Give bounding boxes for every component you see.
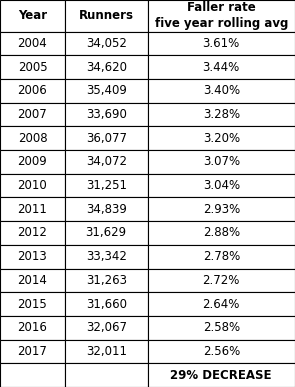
- Text: 31,629: 31,629: [86, 226, 127, 240]
- Bar: [65, 150, 148, 174]
- Bar: [65, 127, 148, 150]
- Text: 3.40%: 3.40%: [203, 84, 240, 97]
- Text: 2007: 2007: [18, 108, 47, 121]
- Text: 34,839: 34,839: [86, 203, 127, 216]
- Text: 2.93%: 2.93%: [203, 203, 240, 216]
- Bar: [148, 103, 295, 127]
- Bar: [65, 79, 148, 103]
- Text: 34,072: 34,072: [86, 156, 127, 168]
- Bar: [0, 103, 65, 127]
- Text: 36,077: 36,077: [86, 132, 127, 145]
- Bar: [0, 292, 65, 316]
- Text: 2.58%: 2.58%: [203, 321, 240, 334]
- Text: 34,620: 34,620: [86, 61, 127, 74]
- Bar: [0, 150, 65, 174]
- Text: 2014: 2014: [17, 274, 47, 287]
- Bar: [0, 363, 65, 387]
- Bar: [0, 340, 65, 363]
- Text: 2004: 2004: [18, 37, 47, 50]
- Bar: [0, 127, 65, 150]
- Bar: [0, 0, 65, 32]
- Bar: [0, 316, 65, 340]
- Bar: [65, 32, 148, 55]
- Text: 2013: 2013: [18, 250, 47, 263]
- Text: 31,263: 31,263: [86, 274, 127, 287]
- Text: 3.04%: 3.04%: [203, 179, 240, 192]
- Text: 2012: 2012: [17, 226, 47, 240]
- Bar: [65, 245, 148, 269]
- Text: 3.61%: 3.61%: [203, 37, 240, 50]
- Bar: [65, 292, 148, 316]
- Bar: [0, 79, 65, 103]
- Bar: [0, 221, 65, 245]
- Bar: [148, 245, 295, 269]
- Bar: [148, 32, 295, 55]
- Text: 2005: 2005: [18, 61, 47, 74]
- Bar: [148, 150, 295, 174]
- Text: 2011: 2011: [17, 203, 47, 216]
- Text: 32,011: 32,011: [86, 345, 127, 358]
- Text: 3.20%: 3.20%: [203, 132, 240, 145]
- Text: 33,342: 33,342: [86, 250, 127, 263]
- Bar: [65, 221, 148, 245]
- Bar: [0, 55, 65, 79]
- Bar: [148, 269, 295, 292]
- Bar: [148, 292, 295, 316]
- Text: 34,052: 34,052: [86, 37, 127, 50]
- Bar: [148, 363, 295, 387]
- Bar: [148, 340, 295, 363]
- Text: 2016: 2016: [17, 321, 47, 334]
- Text: 2009: 2009: [18, 156, 47, 168]
- Text: 2015: 2015: [18, 298, 47, 311]
- Text: 3.44%: 3.44%: [203, 61, 240, 74]
- Bar: [0, 32, 65, 55]
- Bar: [148, 221, 295, 245]
- Text: 2008: 2008: [18, 132, 47, 145]
- Bar: [148, 127, 295, 150]
- Text: 29% DECREASE: 29% DECREASE: [171, 369, 272, 382]
- Bar: [65, 55, 148, 79]
- Text: 2.56%: 2.56%: [203, 345, 240, 358]
- Text: 3.28%: 3.28%: [203, 108, 240, 121]
- Text: Faller rate
five year rolling avg: Faller rate five year rolling avg: [155, 1, 288, 30]
- Bar: [0, 197, 65, 221]
- Text: 33,690: 33,690: [86, 108, 127, 121]
- Bar: [0, 174, 65, 197]
- Text: 3.07%: 3.07%: [203, 156, 240, 168]
- Bar: [65, 340, 148, 363]
- Bar: [65, 269, 148, 292]
- Text: 32,067: 32,067: [86, 321, 127, 334]
- Text: 2.88%: 2.88%: [203, 226, 240, 240]
- Bar: [65, 316, 148, 340]
- Bar: [148, 0, 295, 32]
- Text: Year: Year: [18, 9, 47, 22]
- Bar: [0, 245, 65, 269]
- Bar: [65, 363, 148, 387]
- Bar: [65, 197, 148, 221]
- Text: 2.72%: 2.72%: [203, 274, 240, 287]
- Text: 2.64%: 2.64%: [203, 298, 240, 311]
- Bar: [148, 316, 295, 340]
- Bar: [65, 0, 148, 32]
- Text: 31,660: 31,660: [86, 298, 127, 311]
- Bar: [0, 269, 65, 292]
- Text: 2010: 2010: [18, 179, 47, 192]
- Text: 2017: 2017: [17, 345, 47, 358]
- Bar: [148, 55, 295, 79]
- Text: 2006: 2006: [18, 84, 47, 97]
- Text: 35,409: 35,409: [86, 84, 127, 97]
- Bar: [148, 174, 295, 197]
- Bar: [65, 174, 148, 197]
- Text: Runners: Runners: [79, 9, 134, 22]
- Text: 2.78%: 2.78%: [203, 250, 240, 263]
- Bar: [148, 79, 295, 103]
- Bar: [148, 197, 295, 221]
- Text: 31,251: 31,251: [86, 179, 127, 192]
- Bar: [65, 103, 148, 127]
